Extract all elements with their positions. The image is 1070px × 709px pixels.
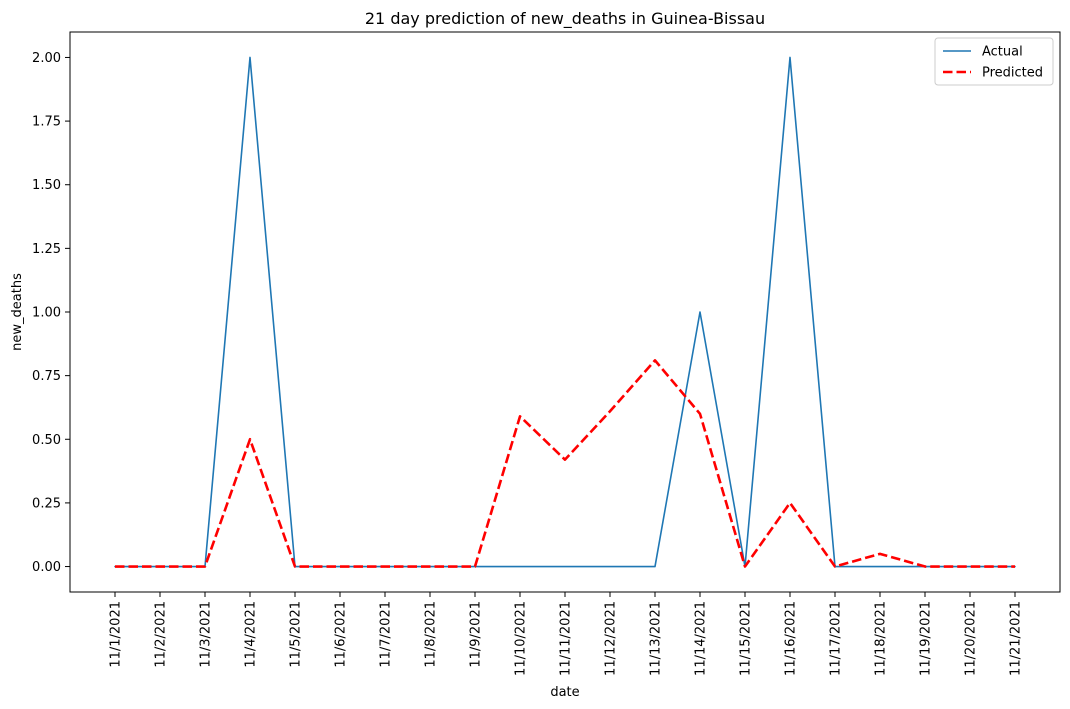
x-tick-label: 11/20/2021 (964, 601, 979, 676)
y-tick-label: 0.75 (32, 369, 61, 384)
x-tick-label: 11/11/2021 (559, 601, 574, 676)
y-tick-label: 2.00 (32, 51, 61, 66)
x-tick-label: 11/14/2021 (694, 601, 709, 676)
x-tick-label: 11/4/2021 (244, 601, 259, 668)
legend-label-predicted: Predicted (982, 66, 1043, 81)
x-tick-label: 11/2/2021 (154, 601, 169, 668)
x-tick-label: 11/21/2021 (1009, 601, 1024, 676)
x-tick-label: 11/18/2021 (874, 601, 889, 676)
x-tick-label: 11/9/2021 (469, 601, 484, 668)
y-tick-label: 1.25 (32, 242, 61, 257)
legend: Actual Predicted (934, 37, 1054, 86)
x-tick-label: 11/16/2021 (784, 601, 799, 676)
y-tick-label: 0.50 (32, 433, 61, 448)
x-tick-label: 11/6/2021 (334, 601, 349, 668)
x-tick-label: 11/19/2021 (919, 601, 934, 676)
series-layer (114, 56, 1016, 568)
x-tick-label: 11/8/2021 (424, 601, 439, 668)
x-tick-label: 11/5/2021 (289, 601, 304, 668)
x-tick-label: 11/12/2021 (604, 601, 619, 676)
chart-title: 21 day prediction of new_deaths in Guine… (365, 9, 765, 29)
x-tick-label: 11/13/2021 (649, 601, 664, 676)
x-axis-title: date (550, 685, 579, 700)
y-tick-label: 0.00 (32, 560, 61, 575)
x-tick-label: 11/1/2021 (109, 601, 124, 668)
x-tick-label: 11/15/2021 (739, 601, 754, 676)
x-tick-label: 11/3/2021 (199, 601, 214, 668)
x-tick-label: 11/17/2021 (829, 601, 844, 676)
y-tick-label: 0.25 (32, 496, 61, 511)
x-tick-label: 11/10/2021 (514, 601, 529, 676)
legend-label-actual: Actual (982, 45, 1023, 60)
y-tick-label: 1.50 (32, 178, 61, 193)
series-line-predicted (115, 359, 1015, 568)
y-axis: 0.00 0.25 0.50 0.75 1.00 1.25 1.50 1.75 2.00 (32, 51, 70, 575)
y-tick-label: 1.00 (32, 306, 61, 321)
y-axis-title: new_deaths (10, 273, 25, 351)
series-line-actual (114, 56, 1016, 568)
x-tick-label: 11/7/2021 (379, 601, 394, 668)
x-axis: 11/1/2021 11/2/2021 11/3/2021 11/4/2021 11/5… (109, 592, 1024, 676)
y-tick-label: 1.75 (32, 115, 61, 130)
